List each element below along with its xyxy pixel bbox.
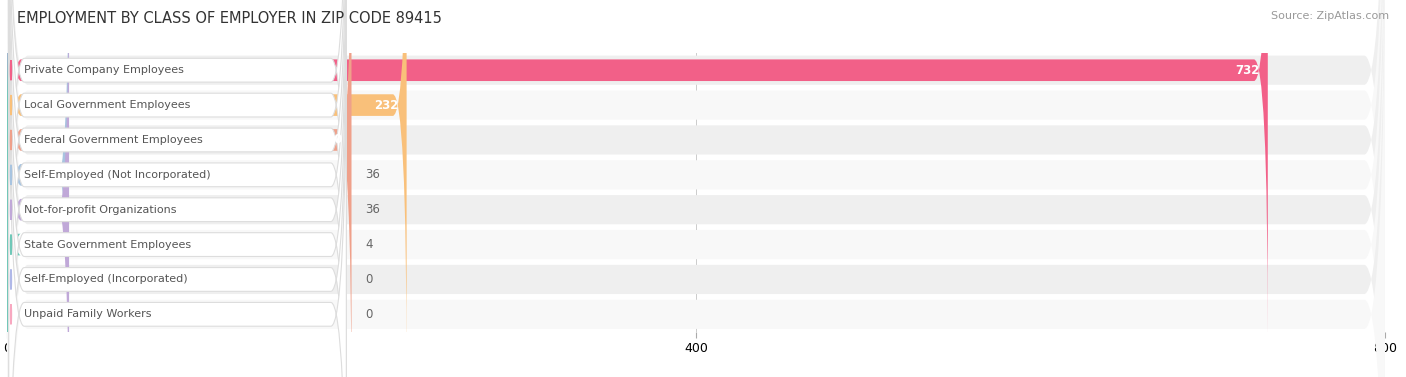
Text: 0: 0 <box>366 273 373 286</box>
Text: 732: 732 <box>1234 64 1260 77</box>
FancyBboxPatch shape <box>7 0 1385 377</box>
Text: EMPLOYMENT BY CLASS OF EMPLOYER IN ZIP CODE 89415: EMPLOYMENT BY CLASS OF EMPLOYER IN ZIP C… <box>17 11 441 26</box>
FancyBboxPatch shape <box>7 0 1385 377</box>
FancyBboxPatch shape <box>0 0 21 377</box>
FancyBboxPatch shape <box>8 12 346 377</box>
Text: Self-Employed (Not Incorporated): Self-Employed (Not Incorporated) <box>24 170 209 180</box>
Text: Not-for-profit Organizations: Not-for-profit Organizations <box>24 205 176 215</box>
Text: 36: 36 <box>366 203 380 216</box>
Text: Source: ZipAtlas.com: Source: ZipAtlas.com <box>1271 11 1389 21</box>
FancyBboxPatch shape <box>7 0 1385 377</box>
Text: Private Company Employees: Private Company Employees <box>24 65 183 75</box>
Text: 4: 4 <box>366 238 373 251</box>
FancyBboxPatch shape <box>7 0 1268 339</box>
FancyBboxPatch shape <box>7 0 1385 377</box>
FancyBboxPatch shape <box>8 0 346 372</box>
FancyBboxPatch shape <box>7 0 1385 377</box>
FancyBboxPatch shape <box>8 0 346 377</box>
Text: Federal Government Employees: Federal Government Employees <box>24 135 202 145</box>
FancyBboxPatch shape <box>7 0 69 377</box>
Text: Local Government Employees: Local Government Employees <box>24 100 190 110</box>
FancyBboxPatch shape <box>8 0 346 377</box>
FancyBboxPatch shape <box>7 0 69 377</box>
FancyBboxPatch shape <box>7 0 1385 377</box>
FancyBboxPatch shape <box>8 0 346 377</box>
Text: 0: 0 <box>366 308 373 321</box>
Text: 200: 200 <box>319 133 343 146</box>
Text: Self-Employed (Incorporated): Self-Employed (Incorporated) <box>24 274 187 285</box>
Text: State Government Employees: State Government Employees <box>24 239 191 250</box>
Text: Unpaid Family Workers: Unpaid Family Workers <box>24 309 150 319</box>
FancyBboxPatch shape <box>8 0 346 377</box>
FancyBboxPatch shape <box>7 0 1385 377</box>
FancyBboxPatch shape <box>7 0 406 373</box>
Text: 36: 36 <box>366 169 380 181</box>
Text: 232: 232 <box>374 99 398 112</box>
FancyBboxPatch shape <box>8 0 346 377</box>
FancyBboxPatch shape <box>8 0 346 377</box>
FancyBboxPatch shape <box>7 0 351 377</box>
FancyBboxPatch shape <box>7 0 1385 377</box>
